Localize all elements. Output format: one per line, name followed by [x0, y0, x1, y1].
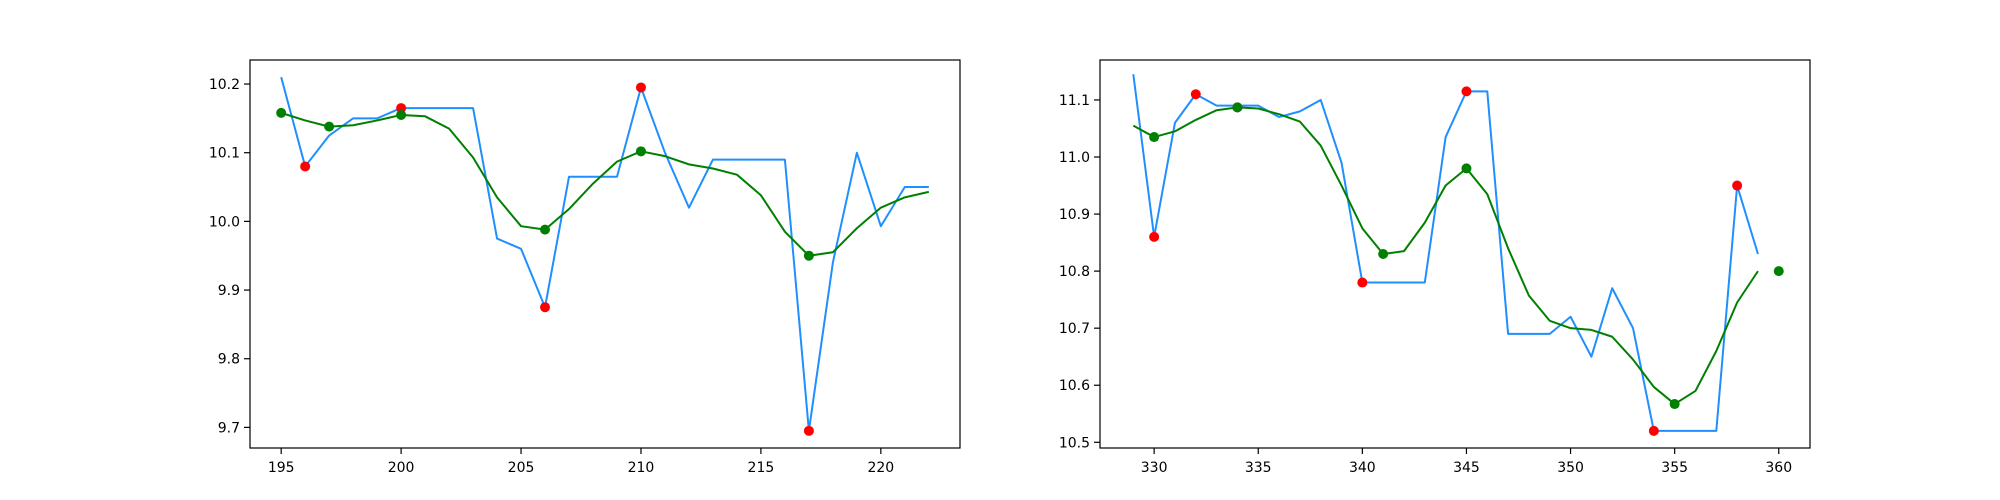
chart-2: 330 335 340 345 350 355 360 10.5 10.6 10.7 10.8 10.…	[1059, 59, 1811, 476]
extremum-point-smoothed	[396, 109, 407, 120]
axes-frame	[249, 59, 961, 449]
series-line-smoothed	[280, 111, 930, 257]
y-tick-label: 10.2	[209, 77, 240, 93]
extremum-point-raw	[540, 302, 551, 313]
extremum-point-raw	[1461, 86, 1472, 97]
extremum-point-raw	[803, 425, 814, 436]
extremum-point-smoothed	[635, 146, 646, 157]
y-tick-label: 9.8	[218, 352, 240, 368]
extremum-point-raw	[1648, 425, 1659, 436]
extremum-point-smoothed	[276, 107, 287, 118]
extremum-point-raw	[1732, 180, 1743, 191]
x-tick-label: 195	[268, 460, 295, 476]
x-tick-label: 205	[508, 460, 535, 476]
x-tick-label: 360	[1765, 460, 1792, 476]
extremum-point-smoothed	[1232, 102, 1243, 113]
extremum-point-smoothed	[1773, 266, 1784, 277]
extremum-point-raw	[1357, 277, 1368, 288]
x-tick-label: 220	[867, 460, 894, 476]
y-tick-label: 10.8	[1059, 264, 1090, 280]
extremum-point-raw	[300, 161, 311, 172]
x-tick-label: 330	[1141, 460, 1168, 476]
x-tick-label: 340	[1349, 460, 1376, 476]
y-tick-label: 11.1	[1059, 93, 1090, 109]
x-tick-label: 350	[1557, 460, 1584, 476]
extremum-point-raw	[1149, 231, 1160, 242]
x-tick-label: 210	[628, 460, 655, 476]
x-tick-label: 345	[1453, 460, 1480, 476]
x-tick-label: 215	[748, 460, 775, 476]
y-tick-label: 9.7	[218, 420, 240, 436]
chart-1: 195 200 205 210 215 220 9.7 9.8 9.9 10.0 10.1 10.2	[209, 59, 961, 476]
axes-frame	[1099, 59, 1811, 449]
y-tick-label: 10.6	[1059, 378, 1090, 394]
extremum-point-raw	[635, 82, 646, 93]
extremum-point-smoothed	[324, 121, 335, 132]
y-tick-label: 10.9	[1059, 207, 1090, 223]
extremum-point-smoothed	[803, 250, 814, 261]
y-tick-label: 10.0	[209, 214, 240, 230]
x-tick-label: 200	[388, 460, 415, 476]
extremum-point-smoothed	[1149, 132, 1160, 143]
series-line-raw	[1132, 74, 1759, 432]
extremum-point-smoothed	[1669, 399, 1680, 410]
series-line-raw	[280, 76, 929, 432]
y-tick-label: 11.0	[1059, 150, 1090, 166]
extremum-point-raw	[396, 103, 407, 114]
series-line-smoothed	[1132, 106, 1759, 406]
y-tick-label: 10.5	[1059, 435, 1090, 451]
x-tick-label: 355	[1661, 460, 1688, 476]
extremum-point-smoothed	[1461, 163, 1472, 174]
extremum-point-smoothed	[1378, 249, 1389, 259]
y-tick-label: 10.1	[209, 146, 240, 162]
x-tick-label: 335	[1245, 460, 1272, 476]
extremum-point-raw	[1190, 89, 1201, 100]
extremum-point-smoothed	[540, 224, 551, 235]
y-tick-label: 9.9	[218, 283, 240, 299]
y-tick-label: 10.7	[1059, 321, 1090, 337]
